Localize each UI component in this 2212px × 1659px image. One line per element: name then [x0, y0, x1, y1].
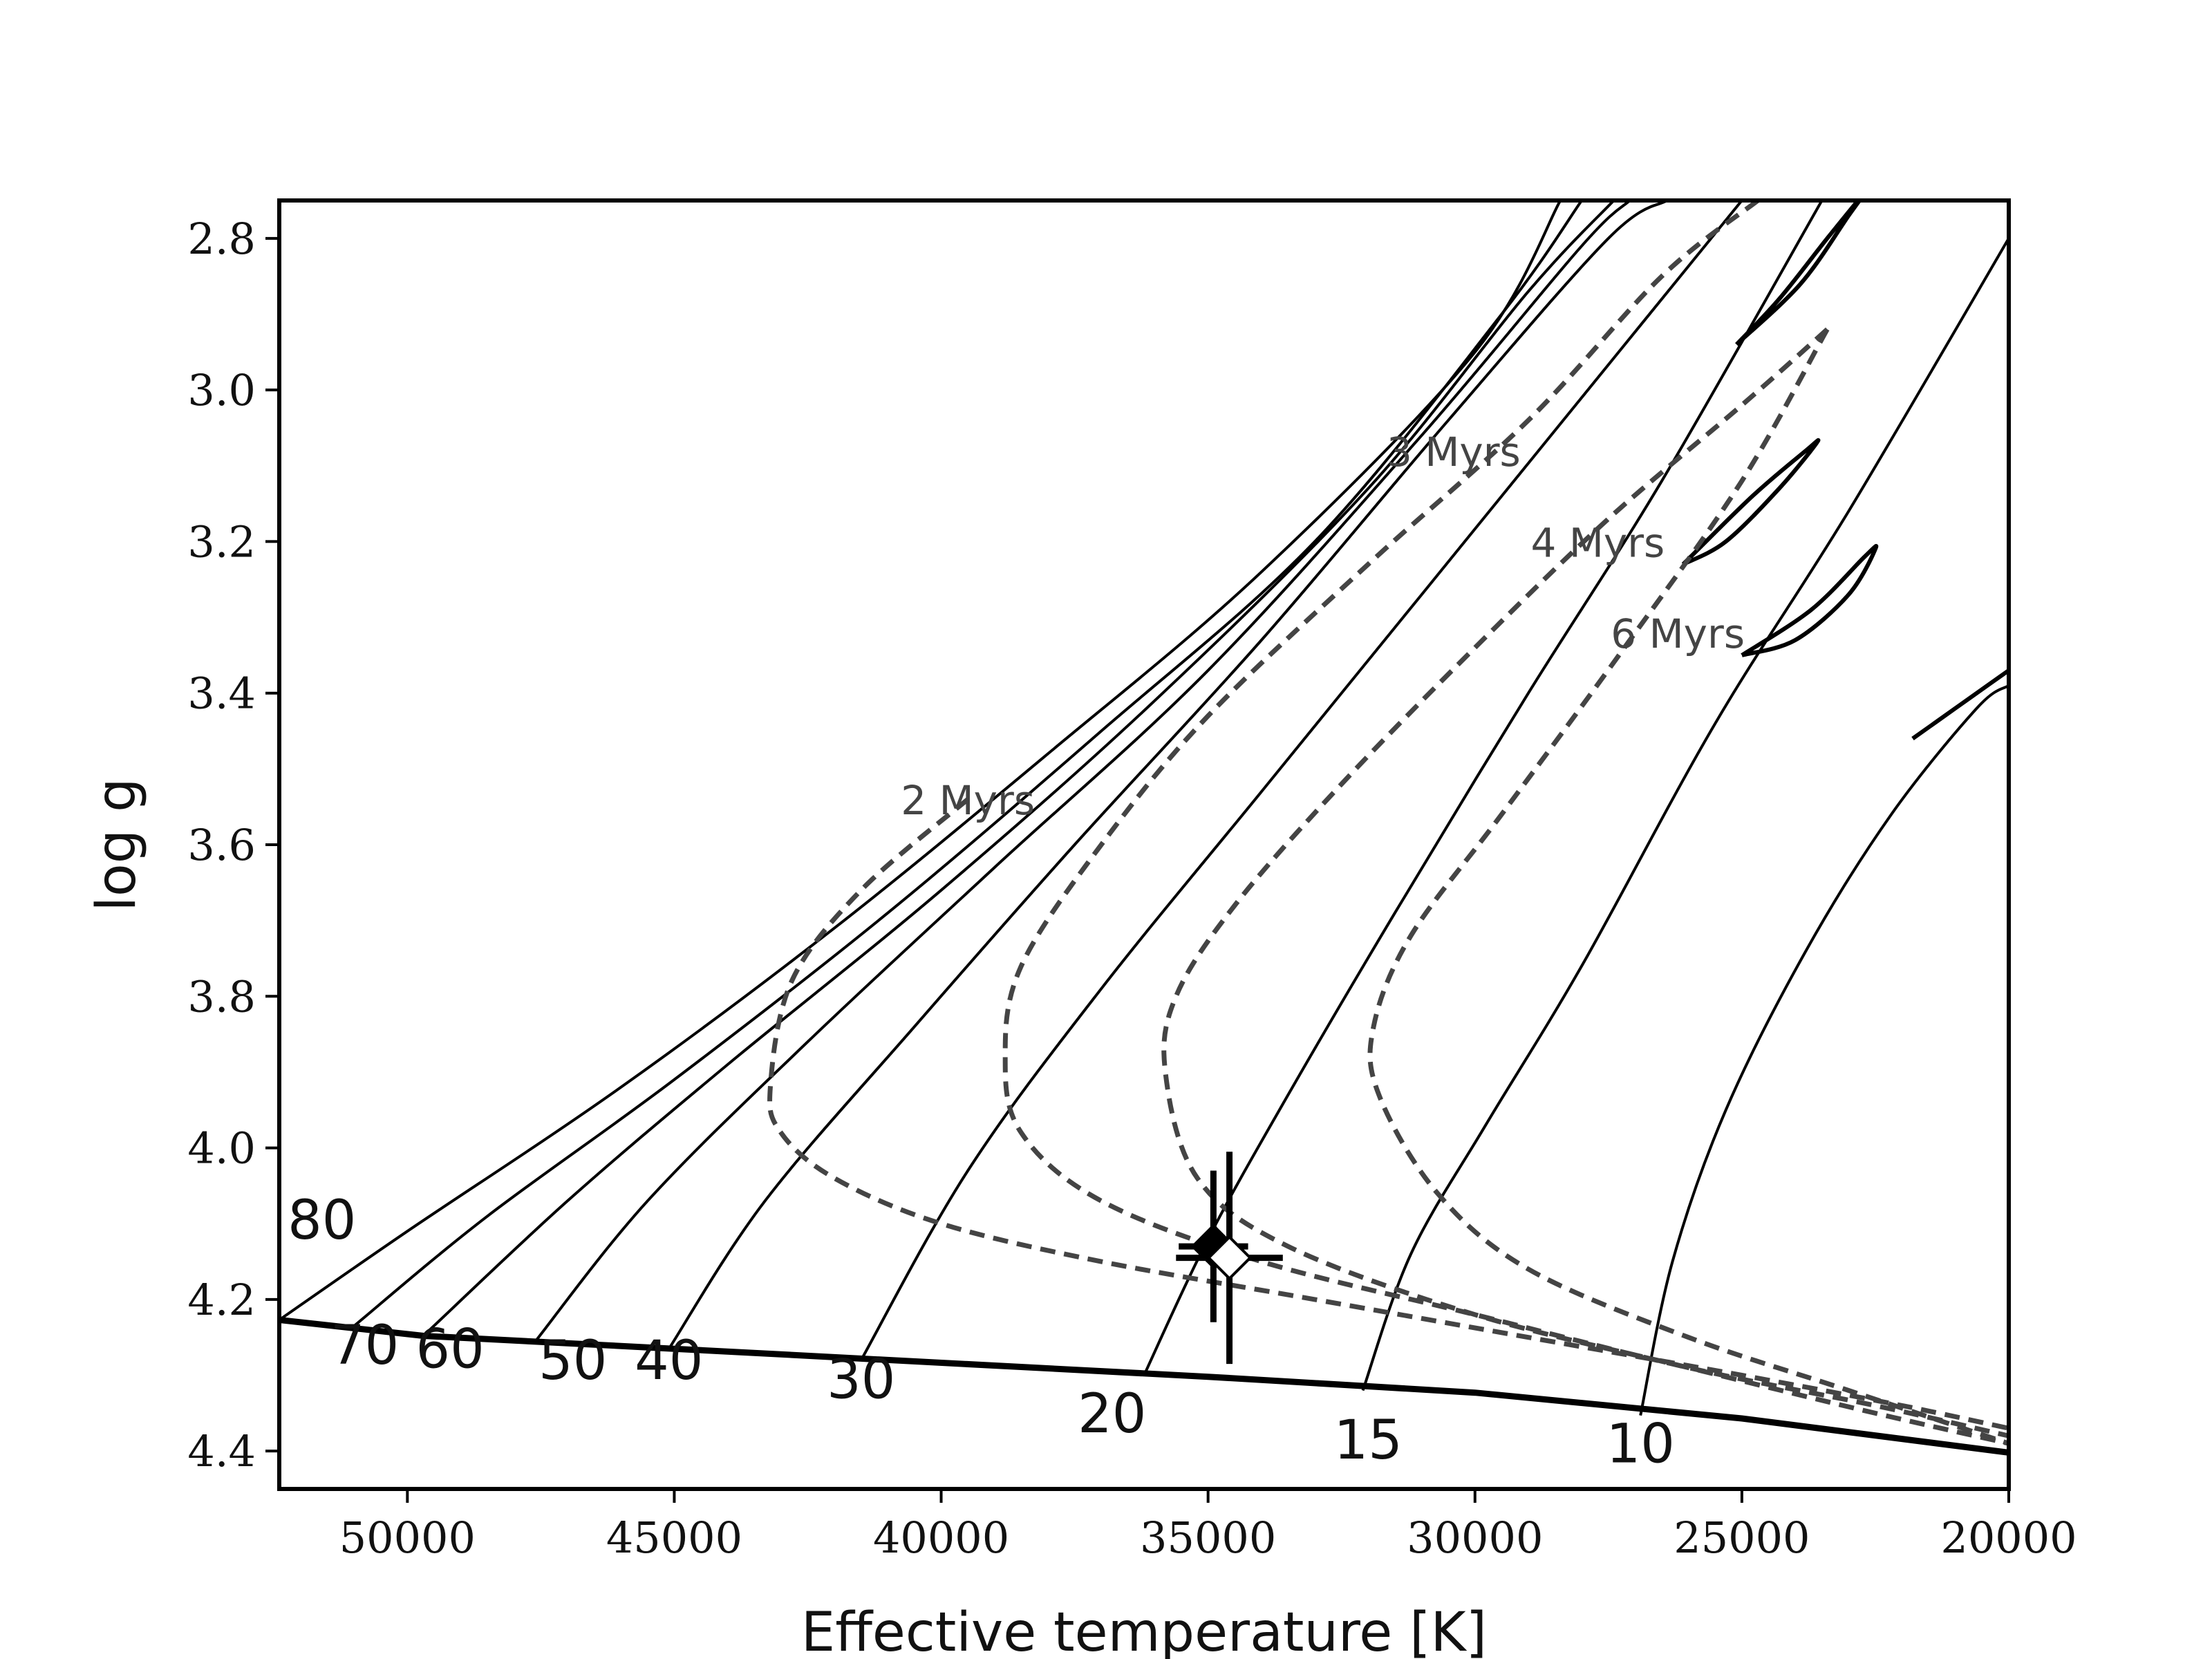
mass-label-50: 50 [538, 1330, 607, 1392]
track-hook-2 [1681, 438, 1821, 566]
track-30-msun [859, 200, 1743, 1361]
x-tick-label: 45000 [606, 1512, 742, 1563]
mass-label-15: 15 [1334, 1409, 1403, 1472]
y-tick-label: 2.8 [187, 214, 256, 264]
mass-label-60: 60 [415, 1319, 484, 1381]
x-tick-label: 50000 [339, 1512, 476, 1563]
track-hook-3 [1741, 543, 1879, 657]
data-points-layer [1176, 1152, 1283, 1365]
isochrone-label-2-myrs: 2 Myrs [901, 777, 1035, 824]
zams-layer [279, 1317, 2009, 1456]
zams-line [279, 1317, 2009, 1456]
y-tick-label: 3.0 [187, 365, 256, 415]
mass-label-10: 10 [1606, 1414, 1675, 1476]
mass-label-30: 30 [827, 1349, 895, 1411]
track-50-msun [534, 200, 1631, 1342]
y-axis: 2.8 3.0 3.2 3.4 3.6 3.8 4.0 4.2 4.4 [187, 214, 279, 1477]
x-axis: 50000 45000 40000 35000 30000 25000 20000 [339, 1489, 2077, 1563]
x-tick-label: 20000 [1940, 1512, 2077, 1563]
isochrones-layer [767, 200, 2009, 1446]
isochrone-6-myrs [1367, 328, 2009, 1446]
y-tick-label: 4.2 [187, 1275, 256, 1325]
x-tick-label: 40000 [873, 1512, 1009, 1563]
mass-label-20: 20 [1078, 1383, 1146, 1445]
isochrone-label-4-myrs: 4 Myrs [1531, 519, 1665, 566]
y-tick-label: 4.4 [187, 1426, 256, 1477]
track-hook-1 [1735, 200, 1862, 346]
y-axis-label: log g [86, 778, 148, 911]
track-60-msun [422, 200, 1615, 1337]
isochrone-2-myrs [767, 797, 2009, 1431]
y-tick-label: 4.0 [187, 1123, 256, 1174]
isochrone-label-6-myrs: 6 Myrs [1611, 610, 1745, 657]
x-axis-label: Effective temperature [K] [801, 1602, 1487, 1659]
mass-label-80: 80 [288, 1190, 356, 1252]
mass-label-40: 40 [635, 1330, 703, 1392]
track-20-msun [1143, 200, 1824, 1376]
y-tick-label: 3.2 [187, 516, 256, 567]
x-tick-label: 25000 [1674, 1512, 1810, 1563]
track-70-msun [353, 200, 1583, 1327]
track-10-msun [1639, 684, 2009, 1416]
x-tick-label: 30000 [1407, 1512, 1543, 1563]
isochrone-label-3-myrs: 3 Myrs [1387, 429, 1521, 476]
y-tick-label: 3.6 [187, 820, 256, 870]
x-tick-label: 35000 [1140, 1512, 1276, 1563]
track-40-msun [668, 200, 1668, 1350]
isochrone-3-myrs [1002, 200, 2009, 1438]
tracks-layer [279, 200, 2009, 1416]
track-15-msun [1361, 237, 2009, 1391]
track-hook-4 [1911, 668, 2009, 740]
y-tick-label: 3.8 [187, 971, 256, 1022]
y-tick-label: 3.4 [187, 668, 256, 719]
open-diamond [1206, 1235, 1253, 1281]
open-diamond-marker [1176, 1152, 1283, 1365]
mass-label-70: 70 [330, 1315, 399, 1377]
track-80-msun [279, 200, 1562, 1322]
isochrone-4-myrs [1161, 327, 2009, 1446]
